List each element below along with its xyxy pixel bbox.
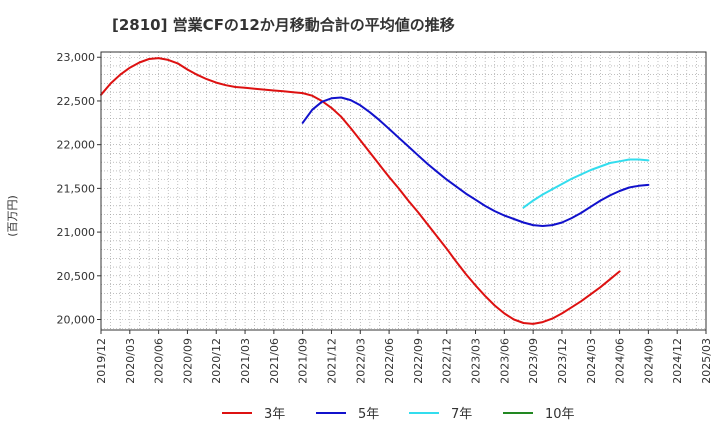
x-tick-label: 2019/12 [95,338,108,384]
series-lines [100,57,650,325]
x-axis-ticks: 2019/12 2020/03 2020/06 2020/09 2020/12 2021/… [95,330,713,384]
y-tick-label: 21,500 [57,182,96,195]
x-tick-label: 2022/12 [441,338,454,384]
x-tick-label: 2024/09 [642,338,655,384]
y-tick-label: 23,000 [57,51,96,64]
legend-label-2: 5年 [358,407,379,422]
x-tick-label: 2021/12 [325,338,338,384]
x-tick-label: 2024/06 [614,338,627,384]
legend: 3年 5年 7年 10年 [222,407,575,422]
legend-label-4: 10年 [545,407,575,422]
chart-title: [2810] 営業CFの12か月移動合計の平均値の推移 [112,16,455,34]
y-tick-label: 20,500 [57,270,96,283]
plot-frame [100,51,707,331]
x-tick-label: 2024/03 [585,338,598,384]
x-tick-label: 2023/09 [527,338,540,384]
x-tick-label: 2020/09 [181,338,194,384]
x-tick-label: 2021/09 [297,338,310,384]
x-tick-label: 2023/06 [498,338,511,384]
x-tick-label: 2022/06 [383,338,396,384]
legend-label-1: 3年 [264,407,285,422]
y-tick-label: 20,000 [57,314,96,327]
x-tick-label: 2021/03 [239,338,252,384]
y-axis-ticks: 20,000 20,500 21,000 21,500 22,000 22,500 23,0… [57,51,101,327]
x-tick-label: 2024/12 [671,338,684,384]
y-tick-label: 22,000 [57,139,96,152]
x-tick-label: 2020/06 [153,338,166,384]
x-tick-label: 2023/12 [556,338,569,384]
x-tick-label: 2022/03 [354,338,367,384]
x-tick-label: 2020/12 [210,338,223,384]
x-tick-label: 2023/03 [470,338,483,384]
x-tick-label: 2025/03 [700,338,713,384]
series-line-1 [100,57,621,325]
legend-label-3: 7年 [451,407,472,422]
x-tick-label: 2021/06 [268,338,281,384]
grid-lines [100,52,707,330]
y-tick-label: 21,000 [57,226,96,239]
x-tick-label: 2020/03 [124,338,137,384]
series-line-2 [301,96,650,227]
series-line-3 [522,158,650,209]
y-tick-label: 22,500 [57,95,96,108]
x-tick-label: 2022/09 [412,338,425,384]
